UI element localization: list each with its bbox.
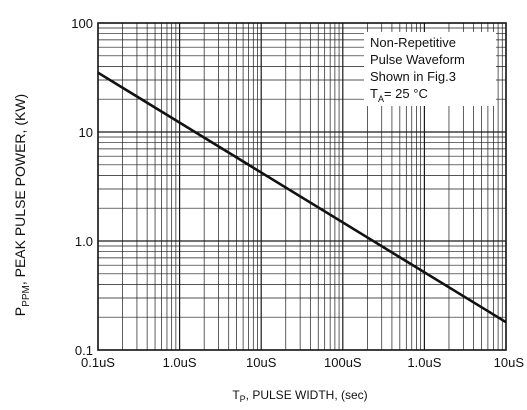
y-axis-label-rest: , PEAK PULSE POWER, (KW) <box>12 94 28 285</box>
annotation-line-3: Shown in Fig.3 <box>370 69 456 84</box>
y-tick-label: 1.0 <box>75 234 93 249</box>
x-tick-label: 10uS <box>246 355 277 370</box>
annotation-box: Non-Repetitive Pulse Waveform Shown in F… <box>364 32 496 106</box>
y-tick-label: 0.1 <box>75 343 93 358</box>
x-tick-label: 100uS <box>324 355 362 370</box>
y-axis-label-sub: PPM <box>21 285 32 307</box>
series-layer <box>97 71 507 324</box>
x-tick-label: 1.0uS <box>163 355 197 370</box>
y-tick-labels: 0.1 1.0 10 100 <box>71 16 93 358</box>
annotation-t-sub: A <box>378 94 384 104</box>
y-tick-label: 10 <box>79 125 93 140</box>
x-axis-label-sub: P <box>240 394 246 404</box>
x-tick-label: 1.0uS <box>407 355 441 370</box>
annotation-line-4: TA= 25 °C <box>370 86 428 104</box>
annotation-t-main: T <box>370 86 378 101</box>
annotation-background <box>364 32 496 106</box>
annotation-line-1: Non-Repetitive <box>370 35 456 50</box>
y-axis-label-group: PPPM, PEAK PULSE POWER, (KW) <box>12 94 32 316</box>
x-tick-label: 0.1uS <box>81 355 115 370</box>
x-axis-label-main: T <box>232 388 240 402</box>
annotation-temp: = 25 °C <box>384 86 428 101</box>
annotation-line-2: Pulse Waveform <box>370 52 465 67</box>
y-tick-label: 100 <box>71 16 93 31</box>
x-tick-label: 10uS <box>494 355 525 370</box>
grid-layer <box>98 23 506 350</box>
x-tick-labels: 0.1uS 1.0uS 10uS 100uS 1.0uS 10uS <box>81 355 524 370</box>
plot-frame <box>97 22 507 351</box>
y-axis-label-main: P <box>12 307 28 316</box>
x-axis-label-rest: , PULSE WIDTH, (sec) <box>246 388 368 402</box>
x-axis-label: TP, PULSE WIDTH, (sec) <box>232 388 367 404</box>
y-axis-label: PPPM, PEAK PULSE POWER, (KW) <box>12 94 32 316</box>
series-line-1 <box>97 71 507 324</box>
